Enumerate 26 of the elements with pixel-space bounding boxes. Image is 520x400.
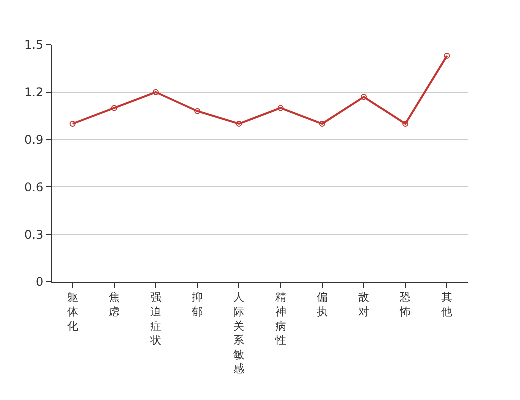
point (236, 121, 242, 127)
y-tick-label: 1.5 (24, 38, 44, 52)
y-tick-label: 0.6 (24, 180, 44, 194)
x-tick-label: 恐怖 (399, 291, 412, 318)
point (319, 121, 326, 127)
x-tick-label: 敌对 (358, 291, 370, 318)
y-tick-label: 0.9 (24, 133, 44, 147)
x-tick-label: 人际关系敏感 (234, 291, 245, 376)
point (111, 105, 118, 112)
y-tick-label: 0 (36, 275, 44, 290)
x-tick-label: 精神病性 (274, 291, 286, 348)
point (194, 108, 201, 114)
x-tick-label: 强迫症状 (150, 291, 162, 348)
point (444, 53, 450, 60)
x-tick-label: 躯体化 (67, 291, 78, 333)
x-tick-label: 偏执 (316, 291, 328, 318)
point (361, 94, 367, 100)
x-tick-label: 焦虑 (108, 291, 120, 318)
point (153, 89, 159, 96)
point (278, 105, 284, 112)
point (402, 121, 409, 127)
y-tick-label: 1.2 (24, 86, 44, 100)
y-tick-label: 0.3 (24, 228, 44, 242)
point (70, 121, 76, 127)
x-tick-label: 其他 (442, 291, 453, 318)
x-tick-label: 抑郁 (192, 291, 204, 318)
